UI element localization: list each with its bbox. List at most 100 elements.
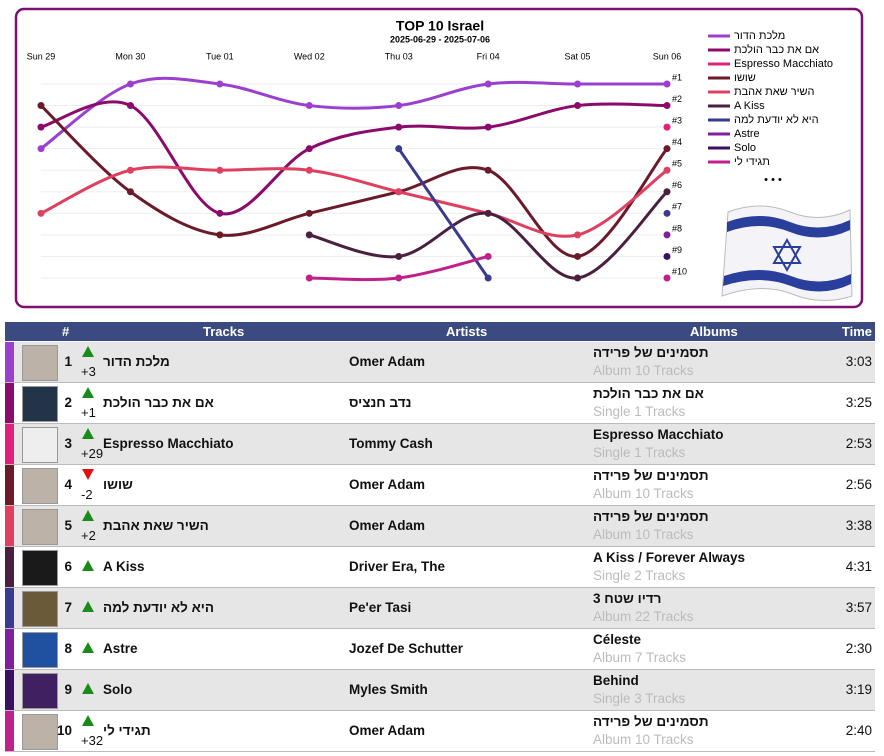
y-tick-label: #8 — [672, 223, 682, 233]
time: 3:38 — [845, 518, 872, 533]
point — [484, 80, 492, 88]
time: 3:19 — [845, 682, 872, 697]
album: תסמינים של פרידה — [593, 509, 709, 524]
rank: 6 — [64, 559, 72, 574]
thumbnail — [22, 468, 58, 504]
point — [663, 145, 671, 153]
rank-change: +1 — [81, 405, 96, 420]
track: היא לא יודעת למה — [103, 600, 214, 615]
point — [663, 231, 671, 239]
track: אם את כבר הולכת — [103, 395, 214, 410]
table-row: 8 Astre Jozef De Schutter Céleste Album 7 Tr… — [5, 629, 875, 670]
point — [484, 252, 492, 260]
album: תסמינים של פרידה — [593, 714, 709, 729]
rank: 10 — [56, 723, 72, 738]
thumbnail — [22, 714, 58, 750]
track: Solo — [103, 682, 133, 697]
album: Céleste — [593, 632, 642, 647]
album-info: Single 2 Tracks — [593, 568, 686, 583]
table-row: 10 +32 תגידי לי Omer Adam תסמינים של פרידה Al… — [5, 711, 875, 752]
column-header: Albums — [690, 324, 738, 339]
thumbnail — [22, 427, 58, 463]
rank-change: +29 — [81, 446, 104, 461]
point — [663, 80, 671, 88]
album: Behind — [593, 673, 639, 688]
album: תסמינים של פרידה — [593, 345, 709, 360]
point — [574, 252, 582, 260]
point — [574, 102, 582, 110]
point — [126, 80, 134, 88]
artist: Jozef De Schutter — [349, 641, 464, 656]
album-info: Single 3 Tracks — [593, 691, 686, 706]
point — [574, 80, 582, 88]
legend-label: תגידי לי — [734, 155, 770, 168]
track: מלכת הדור — [103, 354, 170, 369]
point — [126, 102, 134, 110]
thumbnail — [22, 386, 58, 422]
table-row: 5 +2 השיר שאת אהבת Omer Adam תסמינים של פריד… — [5, 506, 875, 547]
time: 2:40 — [845, 723, 872, 738]
track: שושו — [103, 477, 133, 492]
rank-change: -2 — [81, 487, 93, 502]
rank: 9 — [64, 682, 72, 697]
legend-label: היא לא יודעת למה — [734, 113, 819, 126]
x-tick-label: Fri 04 — [477, 51, 500, 61]
artist: Omer Adam — [349, 518, 426, 533]
point — [484, 209, 492, 217]
table-row: 3 +29 Espresso Macchiato Tommy Cash Espresso… — [5, 424, 875, 465]
series-line — [308, 190, 669, 280]
track: Espresso Macchiato — [103, 436, 234, 451]
rank: 4 — [64, 477, 72, 492]
point — [484, 274, 492, 282]
album: אם את כבר הולכת — [593, 386, 704, 401]
thumbnail — [22, 550, 58, 586]
tracks-table: # Tracks Artists Albums Time 1 +3 מלכת הדור Ome… — [5, 322, 875, 754]
color-strip — [5, 424, 14, 464]
y-tick-label: #5 — [672, 159, 682, 169]
column-header: Artists — [446, 324, 488, 339]
point — [37, 102, 45, 110]
point — [663, 274, 671, 282]
point — [395, 188, 403, 196]
artist: Pe'er Tasi — [349, 600, 412, 615]
thumbnail — [22, 509, 58, 545]
time: 3:25 — [845, 395, 872, 410]
point — [305, 231, 313, 239]
y-tick-label: #4 — [672, 137, 682, 147]
point — [37, 123, 45, 131]
column-header: Time — [841, 324, 872, 339]
column-header: Tracks — [203, 324, 245, 339]
album-info: Single 1 Tracks — [593, 445, 686, 460]
y-tick-label: #6 — [672, 180, 682, 190]
point — [484, 123, 492, 131]
trend-arrow — [82, 346, 94, 357]
point — [663, 123, 671, 131]
rank-change: +3 — [81, 364, 96, 379]
time: 3:57 — [845, 600, 872, 615]
point — [216, 80, 224, 88]
trend-arrow — [82, 715, 94, 726]
album-info: Album 10 Tracks — [593, 527, 694, 542]
y-tick-label: #1 — [672, 72, 682, 82]
point — [305, 209, 313, 217]
trend-arrow — [82, 560, 94, 571]
color-strip — [5, 588, 14, 628]
legend-label: A Kiss — [734, 100, 765, 112]
table-row: 4 -2 שושו Omer Adam תסמינים של פרידה Album 10… — [5, 465, 875, 506]
track: תגידי לי — [103, 723, 151, 738]
point — [395, 145, 403, 153]
thumbnail — [22, 632, 58, 668]
point — [395, 123, 403, 131]
track: Astre — [103, 641, 138, 656]
table-row: 7 היא לא יודעת למה Pe'er Tasi רדיו שטח 3 Alb… — [5, 588, 875, 629]
album: A Kiss / Forever Always — [593, 550, 746, 565]
color-strip — [5, 506, 14, 546]
time: 4:31 — [845, 559, 872, 574]
legend-label: מלכת הדור — [734, 29, 785, 42]
album-info: Album 10 Tracks — [593, 486, 694, 501]
table-row: 6 A Kiss Driver Era, The A Kiss / Forever A… — [5, 547, 875, 588]
time: 2:53 — [845, 436, 872, 451]
thumbnail — [22, 345, 58, 381]
y-tick-label: #9 — [672, 245, 682, 255]
rank: 1 — [64, 354, 72, 369]
